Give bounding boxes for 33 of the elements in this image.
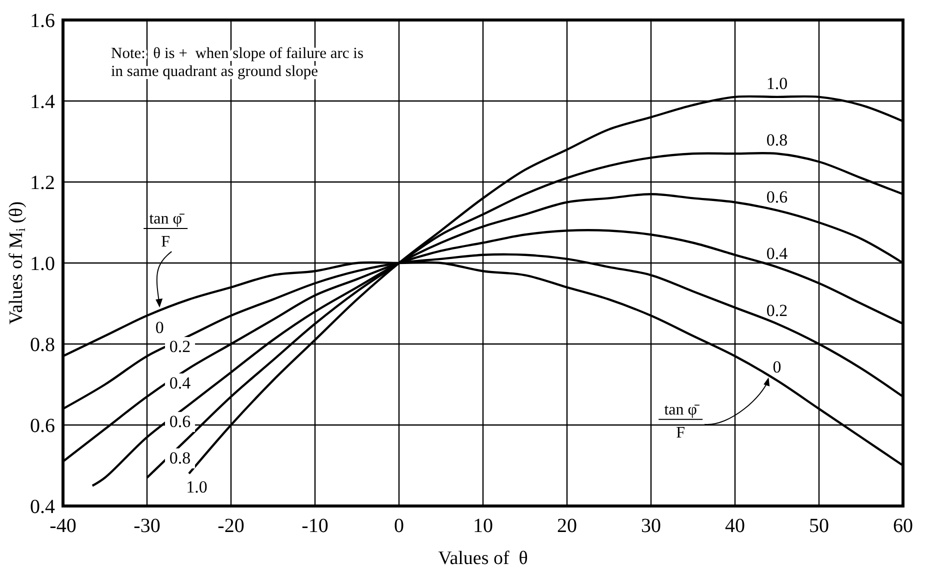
text: 0	[772, 357, 782, 376]
y-tick-label: 1.6	[30, 10, 55, 32]
y-tick-label: 1.2	[30, 172, 55, 194]
x-tick-label: 50	[809, 515, 829, 537]
x-axis-title: Values of θ	[438, 548, 528, 569]
x-tick-label: 30	[641, 515, 661, 537]
annotation: tan φ̄ F	[149, 210, 185, 251]
text: 1.0	[186, 478, 208, 497]
x-tick-label: 20	[557, 515, 577, 537]
x-tick-label: -40	[50, 515, 76, 537]
series-label: 0.8	[169, 448, 191, 468]
legend-label: 0	[155, 318, 164, 337]
series-label: 0.2	[766, 300, 788, 320]
text: 0.4	[169, 373, 191, 392]
x-tick-label: -30	[134, 515, 160, 537]
annotation: tan φ̄ F	[664, 401, 700, 442]
x-tick-label: 60	[893, 515, 913, 537]
series-label: 1.0	[766, 74, 788, 93]
y-tick-label: 0.8	[30, 334, 55, 356]
x-tick-label: 10	[473, 515, 493, 537]
x-tick-label: -20	[218, 515, 244, 537]
x-tick-label: 40	[725, 515, 745, 537]
series-label: 0.6	[766, 187, 788, 206]
text: 0.6	[169, 412, 191, 431]
text: 0.8	[766, 130, 788, 150]
x-tick-label: -10	[302, 515, 328, 537]
text: 0.2	[169, 337, 191, 356]
y-tick-label: 0.4	[30, 496, 55, 518]
y-tick-label: 1.0	[30, 253, 55, 275]
y-tick-label: 0.6	[30, 415, 55, 437]
series-label: 0.4	[766, 244, 788, 264]
x-tick-label: 0	[394, 515, 404, 537]
y-tick-label: 1.4	[30, 91, 55, 113]
